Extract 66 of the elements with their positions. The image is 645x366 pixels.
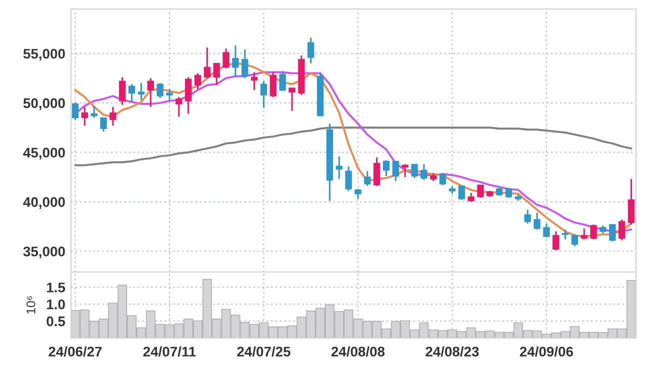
candlestick: [477, 184, 484, 199]
y-tick-label: 40,000: [23, 197, 65, 209]
y-tick-label: 55,000: [23, 48, 65, 61]
candlestick: [628, 178, 635, 226]
candlestick: [552, 230, 560, 252]
candlestick: [260, 80, 268, 109]
y-tick-label: 45,000: [23, 148, 65, 160]
y-tick-label: 35,000: [23, 246, 65, 258]
x-tick-label: 24/08/23: [426, 346, 479, 357]
candlestick: [411, 163, 418, 179]
x-tick-label: 24/08/08: [331, 346, 385, 357]
candlestick: [119, 76, 126, 106]
candlestick: [420, 163, 428, 181]
candlestick: [618, 218, 626, 242]
candlestick: [222, 48, 230, 70]
y-axis-title: 10⁶: [26, 296, 36, 314]
candlestick: [308, 36, 314, 64]
candlestick: [392, 160, 400, 182]
candlestick: [176, 96, 182, 118]
candlestick: [156, 82, 164, 99]
candlestick: [147, 77, 154, 108]
candlestick: [213, 62, 220, 86]
candlestick: [373, 156, 380, 187]
y-tick-label: 0.5: [46, 316, 66, 326]
candlestick: [242, 48, 248, 79]
candlestick: [166, 88, 173, 102]
candlestick: [364, 170, 371, 187]
candlestick: [439, 172, 446, 186]
candlestick: [288, 87, 296, 112]
candlestick: [138, 82, 145, 101]
candlestick: [232, 44, 239, 78]
candlestick: [90, 105, 98, 119]
x-tick-label: 24/07/11: [143, 346, 196, 357]
x-tick-label: 24/06/27: [48, 346, 102, 357]
x-tick-label: 24/09/06: [520, 346, 573, 357]
x-tick-label: 24/07/25: [237, 346, 290, 357]
candlestick: [609, 224, 616, 242]
candlestick: [534, 212, 540, 230]
candlestick: [250, 72, 258, 91]
candlestick: [270, 72, 276, 98]
candlestick: [194, 72, 202, 90]
candlestick: [543, 222, 550, 238]
y-tick-label: 1.5: [47, 282, 66, 292]
candlestick: [590, 224, 597, 240]
candlestick: [204, 46, 211, 79]
candlestick: [524, 208, 531, 224]
candlestick: [580, 228, 588, 240]
candlestick: [382, 160, 390, 177]
candlestick: [128, 83, 136, 103]
candlestick: [562, 228, 569, 240]
line-series: [74, 126, 632, 166]
candlestick: [81, 106, 88, 126]
candlestick: [100, 116, 107, 132]
candlestick: [184, 76, 192, 115]
candlestick: [458, 185, 465, 201]
candlestick: [571, 234, 578, 248]
candlestick: [505, 187, 512, 199]
y-tick-label: 50,000: [23, 98, 65, 110]
y-tick-label: 1.0: [47, 299, 65, 310]
candlestick: [345, 165, 352, 192]
candlestick: [354, 188, 362, 200]
candlestick: [402, 163, 408, 178]
candlestick: [110, 106, 116, 126]
candlestick: [336, 156, 342, 180]
candlestick: [279, 70, 286, 92]
candlestick: [72, 102, 79, 120]
